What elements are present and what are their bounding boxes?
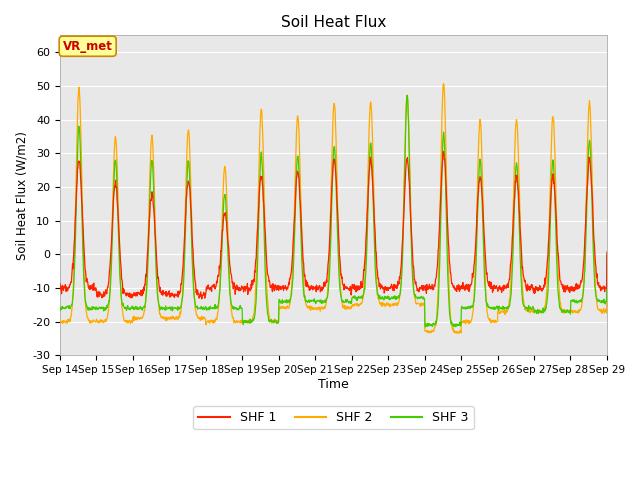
- X-axis label: Time: Time: [318, 378, 349, 391]
- Title: Soil Heat Flux: Soil Heat Flux: [281, 15, 386, 30]
- Y-axis label: Soil Heat Flux (W/m2): Soil Heat Flux (W/m2): [15, 131, 28, 260]
- Legend: SHF 1, SHF 2, SHF 3: SHF 1, SHF 2, SHF 3: [193, 406, 474, 429]
- Text: VR_met: VR_met: [63, 40, 113, 53]
